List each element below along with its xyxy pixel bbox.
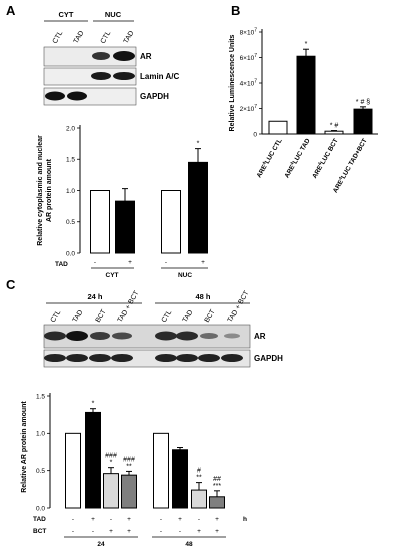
chart-c-bar	[172, 449, 188, 509]
chart-b-ytick: 0	[253, 131, 257, 138]
chart-a-tad-sign: +	[201, 259, 205, 266]
blot-a-group-nuc: NUC	[105, 10, 122, 19]
chart-c-row-label-tad: TAD	[33, 516, 46, 523]
chart-b-ylabel: Relative Luminescence Units	[229, 34, 236, 131]
chart-c-bar	[209, 496, 225, 509]
chart-a-ytick: 1.0	[66, 188, 75, 195]
blot-a-lamin-membrane	[43, 67, 137, 86]
blot-a-gapdh-band-1	[45, 91, 65, 101]
chart-a-tad-sign: -	[94, 259, 96, 266]
chart-c-annotation: *	[92, 401, 95, 408]
chart-b-annotation: * # §	[356, 99, 371, 106]
chart-a-bar	[90, 190, 110, 254]
chart-a-annotation: *	[197, 141, 200, 148]
chart-c-annotation: #	[197, 468, 201, 475]
chart-a-ytick: 1.5	[66, 157, 75, 164]
chart-c-bct-sign: -	[92, 528, 94, 535]
chart-c-tad-sign: +	[178, 516, 182, 523]
chart-a-bar	[161, 190, 181, 254]
chart-c-bar	[153, 432, 169, 509]
blot-c-time-48: 48 h	[195, 292, 210, 301]
chart-a-group-label: NUC	[178, 272, 192, 279]
chart-c-bct-sign: +	[215, 528, 219, 535]
blot-c-gapdh-membrane	[43, 349, 251, 368]
chart-c-annotation: ##	[213, 476, 221, 483]
chart-c-time-unit: h	[243, 516, 247, 523]
chart-c-ylabel: Relative AR protein amount	[21, 401, 28, 493]
chart-a-tad-sign: +	[128, 259, 132, 266]
chart-c-tad-sign: -	[160, 516, 162, 523]
chart-a-row-label: TAD	[55, 261, 68, 268]
chart-a-group-label: CYT	[106, 272, 119, 279]
chart-c-bct-sign: -	[179, 528, 181, 535]
chart-b-bar	[268, 120, 288, 135]
chart-c-bct-sign: -	[160, 528, 162, 535]
chart-c-tad-sign: +	[215, 516, 219, 523]
chart-b-ytick: 2×107	[240, 104, 258, 113]
chart-c-bct-sign: +	[109, 528, 113, 535]
chart-c-ytick: 1.0	[36, 431, 45, 438]
chart-c-annotation: ***	[213, 483, 221, 490]
chart-a-ytick: 0.5	[66, 219, 75, 226]
chart-c-bct-sign: +	[127, 528, 131, 535]
chart-a-ylabel: Relative cytoplasmic and nuclear AR prote…	[37, 135, 53, 246]
panel-letter-b: B	[231, 3, 241, 18]
chart-c-ytick: 0.0	[36, 505, 45, 512]
blot-a-ar-membrane	[43, 46, 137, 67]
blot-a-ar-band-4	[113, 51, 135, 61]
chart-c-bar	[85, 411, 101, 509]
chart-c-ytick: 1.5	[36, 393, 45, 400]
blot-c-label-ar: AR	[254, 332, 266, 341]
blot-a-gapdh-band-2	[67, 91, 87, 101]
blot-c-label-gapdh: GAPDH	[254, 354, 283, 363]
blot-a-label-gapdh: GAPDH	[140, 92, 169, 101]
chart-c-time-label: 24	[97, 541, 105, 548]
chart-c-bct-sign: -	[72, 528, 74, 535]
blot-c-ar-membrane	[43, 324, 251, 349]
chart-a-ytick: 2.0	[66, 125, 75, 132]
chart-a-ytick: 0.0	[66, 250, 75, 257]
blot-a-lamin-band-4	[113, 72, 135, 80]
chart-c-annotation: **	[196, 475, 202, 482]
chart-b-annotation: *	[305, 41, 308, 48]
chart-c-annotation: **	[126, 463, 132, 470]
chart-c-bct-sign: +	[197, 528, 201, 535]
chart-c-bar	[121, 474, 137, 509]
panel-letter-c: C	[6, 277, 16, 292]
chart-c-row-label-bct: BCT	[33, 528, 46, 535]
chart-c-tad-sign: -	[110, 516, 112, 523]
panel-letter-a: A	[6, 3, 16, 18]
chart-c-tad-sign: +	[91, 516, 95, 523]
chart-c-ytick: 0.5	[36, 468, 45, 475]
blot-a-group-cyt: CYT	[59, 10, 74, 19]
chart-c-bar	[65, 432, 81, 509]
chart-b-ytick: 4×107	[240, 78, 258, 87]
blot-a-ar-band-3	[92, 52, 110, 60]
chart-b-annotation: * #	[330, 123, 339, 130]
chart-c-tad-sign: +	[127, 516, 131, 523]
blot-c-time-24: 24 h	[87, 292, 102, 301]
chart-b-ytick: 6×107	[240, 53, 258, 62]
chart-b-ytick: 8×107	[240, 27, 258, 36]
chart-c-annotation: ###	[105, 453, 117, 460]
chart-c-tad-sign: -	[198, 516, 200, 523]
chart-c-annotation: ###	[123, 456, 135, 463]
chart-a-tad-sign: -	[165, 259, 167, 266]
chart-c-time-label: 48	[185, 541, 193, 548]
chart-c-bar	[191, 489, 207, 509]
blot-a-label-ar: AR	[140, 52, 152, 61]
blot-a-gapdh-membrane	[43, 87, 137, 106]
chart-c-bar	[103, 473, 119, 509]
blot-a-label-lamin: Lamin A/C	[140, 72, 179, 81]
chart-c-annotation: *	[110, 460, 113, 467]
blot-a-lamin-band-3	[91, 72, 111, 80]
chart-c-tad-sign: -	[72, 516, 74, 523]
